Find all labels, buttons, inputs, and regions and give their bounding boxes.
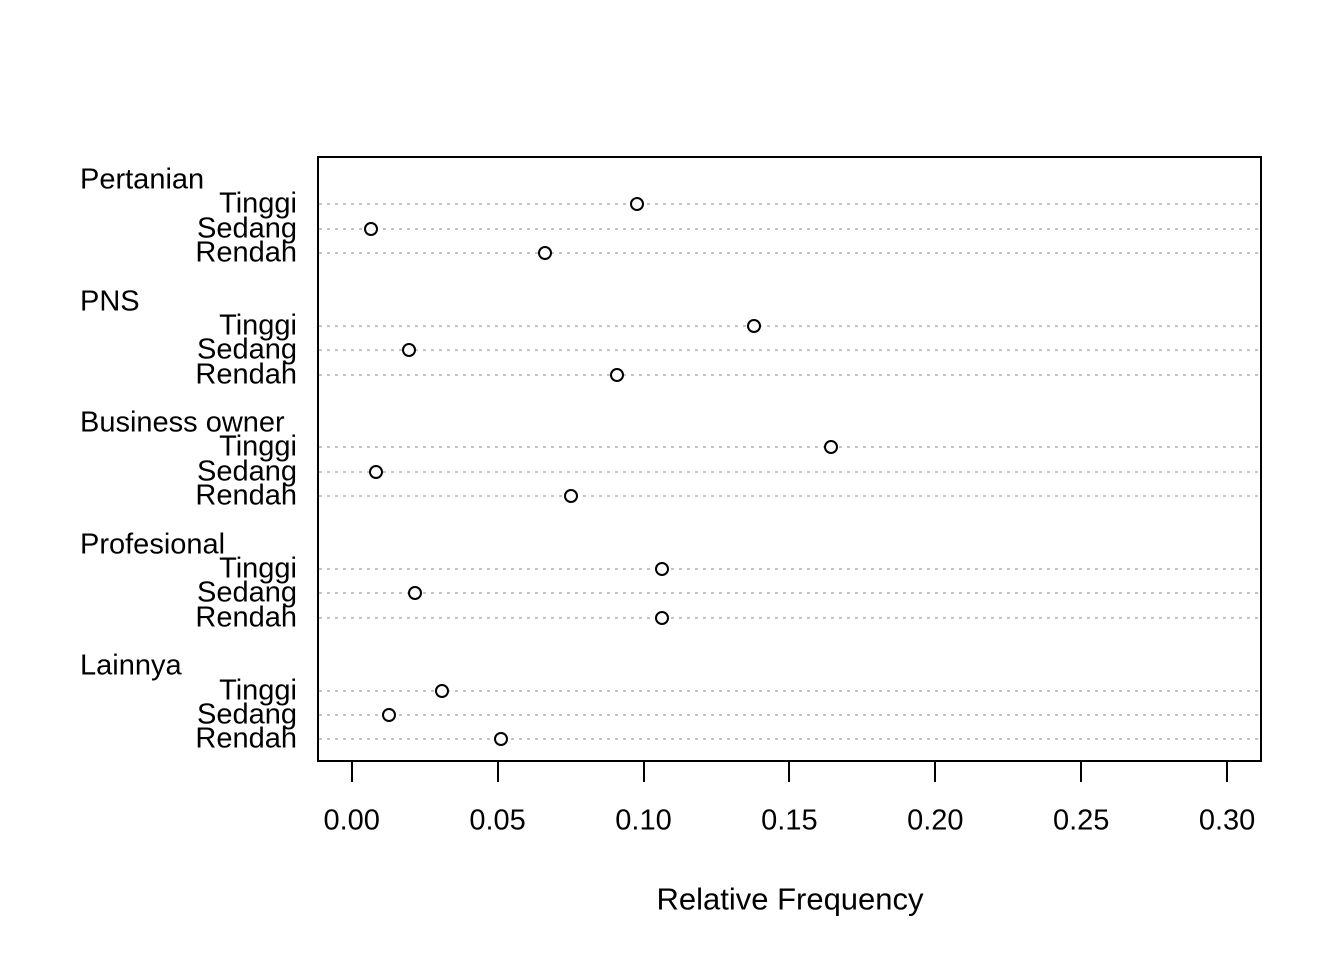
x-axis-tick	[350, 762, 353, 782]
item-label-tinggi: Tinggi	[219, 674, 297, 707]
x-axis-tick	[1080, 762, 1083, 782]
data-point	[382, 707, 397, 722]
gridline	[319, 373, 1260, 376]
x-axis-tick-label: 0.25	[1052, 804, 1110, 837]
item-label-rendah: Rendah	[195, 358, 297, 390]
item-label-rendah: Rendah	[195, 722, 297, 755]
data-point	[435, 683, 450, 698]
x-axis-tick-label: 0.30	[1198, 804, 1256, 837]
gridline	[319, 616, 1260, 619]
group-label-pns: PNS	[80, 285, 140, 318]
data-point	[494, 732, 509, 747]
gridline	[319, 203, 1260, 206]
item-label-sedang: Sedang	[197, 576, 297, 609]
gridline	[319, 592, 1260, 595]
gridline	[319, 738, 1260, 741]
item-label-sedang: Sedang	[197, 698, 297, 731]
item-label-rendah: Rendah	[195, 479, 297, 512]
gridline	[319, 689, 1260, 692]
item-label-sedang: Sedang	[197, 333, 297, 366]
gridline	[319, 568, 1260, 571]
group-label-pertanian: Pertanian	[80, 163, 205, 196]
data-point	[609, 367, 624, 382]
data-point	[747, 318, 762, 333]
data-point	[654, 562, 669, 577]
data-point	[564, 489, 579, 504]
gridline	[319, 349, 1260, 352]
item-label-tinggi: Tinggi	[219, 552, 297, 585]
item-label-sedang: Sedang	[197, 212, 297, 245]
item-label-sedang: Sedang	[197, 455, 297, 488]
gridline	[319, 251, 1260, 254]
gridline	[319, 324, 1260, 327]
gridline	[319, 495, 1260, 498]
data-point	[408, 586, 423, 601]
data-point	[537, 245, 552, 260]
x-axis-tick-label: 0.00	[323, 804, 380, 837]
plot-box	[317, 156, 1262, 762]
x-axis-tick	[934, 762, 937, 782]
group-label-business-owner: Business owner	[80, 406, 285, 439]
data-point	[401, 343, 416, 358]
x-axis-title: Relative Frequency	[656, 881, 924, 917]
group-label-lainnya: Lainnya	[80, 649, 182, 682]
data-point	[629, 197, 644, 212]
x-axis-tick	[1226, 762, 1229, 782]
gridline	[319, 470, 1260, 473]
gridline	[319, 446, 1260, 449]
x-axis-tick-label: 0.20	[907, 804, 964, 837]
item-label-tinggi: Tinggi	[219, 309, 297, 342]
item-label-rendah: Rendah	[195, 601, 297, 634]
gridline	[319, 713, 1260, 716]
item-label-tinggi: Tinggi	[219, 187, 297, 220]
group-label-profesional: Profesional	[80, 528, 226, 561]
gridline	[319, 227, 1260, 230]
data-point	[824, 440, 839, 455]
data-point	[654, 610, 669, 625]
x-axis-tick	[496, 762, 499, 782]
x-axis-tick-label: 0.05	[469, 804, 526, 837]
data-point	[363, 221, 378, 236]
data-point	[368, 464, 383, 479]
item-label-tinggi: Tinggi	[219, 430, 297, 463]
x-axis-tick-label: 0.15	[761, 804, 818, 837]
x-axis-tick	[642, 762, 645, 782]
x-axis-tick	[788, 762, 791, 782]
x-axis-tick-label: 0.10	[615, 804, 672, 837]
item-label-rendah: Rendah	[195, 236, 297, 269]
